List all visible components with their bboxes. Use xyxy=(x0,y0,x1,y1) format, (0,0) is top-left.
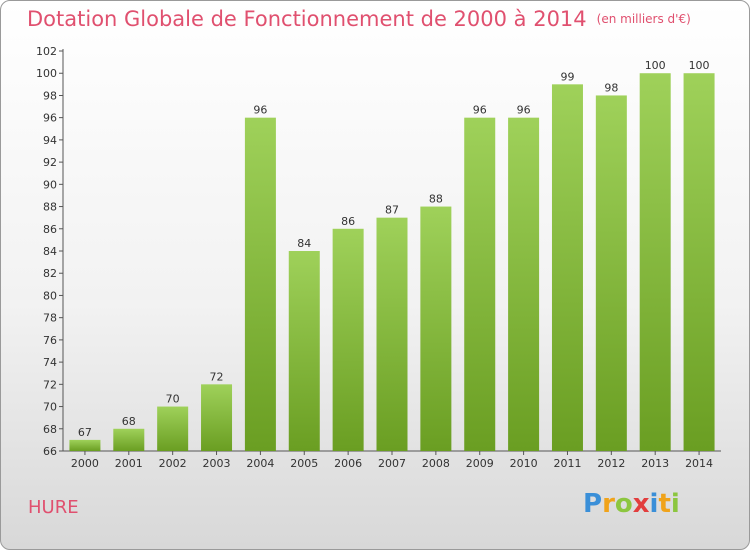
x-tick-label: 2000 xyxy=(71,457,99,470)
bar-value-label: 96 xyxy=(517,104,531,117)
x-tick-label: 2008 xyxy=(422,457,450,470)
x-tick-label: 2013 xyxy=(641,457,669,470)
y-tick-label: 74 xyxy=(43,356,57,369)
y-tick-label: 94 xyxy=(43,134,57,147)
bar xyxy=(420,206,452,451)
y-tick-label: 80 xyxy=(43,289,57,302)
y-tick-label: 78 xyxy=(43,312,57,325)
bar-value-label: 88 xyxy=(429,193,443,206)
chart-title-text: Dotation Globale de Fonctionnement de 20… xyxy=(27,7,587,31)
bar xyxy=(201,384,233,451)
chart-unit: (en milliers d'€) xyxy=(596,12,691,26)
bar-value-label: 84 xyxy=(297,237,311,250)
bar-value-label: 87 xyxy=(385,204,399,217)
bar xyxy=(508,117,540,452)
proxiti-logo: Proxiti xyxy=(583,489,680,519)
y-tick-label: 84 xyxy=(43,245,57,258)
x-tick-label: 2001 xyxy=(115,457,143,470)
bar xyxy=(332,228,364,451)
x-tick-label: 2005 xyxy=(290,457,318,470)
bar-value-label: 96 xyxy=(253,104,267,117)
bar-value-label: 100 xyxy=(689,59,710,72)
y-tick-label: 76 xyxy=(43,334,57,347)
bar-value-label: 68 xyxy=(122,415,136,428)
y-tick-label: 90 xyxy=(43,178,57,191)
bar xyxy=(595,95,627,451)
bar-value-label: 98 xyxy=(604,81,618,94)
bar-value-label: 70 xyxy=(166,393,180,406)
bar-value-label: 67 xyxy=(78,426,92,439)
y-tick-label: 98 xyxy=(43,89,57,102)
x-tick-label: 2009 xyxy=(466,457,494,470)
bar-value-label: 99 xyxy=(560,70,574,83)
bar xyxy=(288,251,320,451)
x-tick-label: 2003 xyxy=(203,457,231,470)
x-tick-label: 2012 xyxy=(597,457,625,470)
bar-value-label: 86 xyxy=(341,215,355,228)
bar xyxy=(157,406,189,451)
y-tick-label: 72 xyxy=(43,378,57,391)
x-tick-label: 2010 xyxy=(510,457,538,470)
place-name: HURE xyxy=(28,497,79,518)
x-tick-label: 2007 xyxy=(378,457,406,470)
bar xyxy=(113,428,145,451)
x-tick-label: 2002 xyxy=(159,457,187,470)
bar xyxy=(551,84,583,451)
chart-title: Dotation Globale de Fonctionnement de 20… xyxy=(27,7,691,31)
x-tick-label: 2014 xyxy=(685,457,713,470)
y-tick-label: 88 xyxy=(43,201,57,214)
bar xyxy=(376,217,408,451)
y-tick-label: 100 xyxy=(36,67,57,80)
x-tick-label: 2011 xyxy=(553,457,581,470)
bar xyxy=(244,117,276,452)
y-tick-label: 70 xyxy=(43,401,57,414)
y-tick-label: 82 xyxy=(43,267,57,280)
bar-value-label: 96 xyxy=(473,104,487,117)
bar-value-label: 100 xyxy=(645,59,666,72)
bar-value-label: 72 xyxy=(210,370,224,383)
x-tick-label: 2006 xyxy=(334,457,362,470)
y-tick-label: 102 xyxy=(36,45,57,58)
y-tick-label: 66 xyxy=(43,445,57,458)
y-tick-label: 68 xyxy=(43,423,57,436)
bar xyxy=(683,73,715,451)
y-tick-label: 92 xyxy=(43,156,57,169)
axes: 66 68 70 72 74 76 78 80 82 84 86 88 90 92 94 96 98 100 102… xyxy=(36,45,721,470)
bar xyxy=(69,439,101,451)
x-tick-label: 2004 xyxy=(246,457,274,470)
y-tick-label: 96 xyxy=(43,112,57,125)
bars: 67 68 70 72 96 84 86 87 88 96 96 99 98 100 100 xyxy=(69,59,715,452)
y-tick-label: 86 xyxy=(43,223,57,236)
bar xyxy=(639,73,671,451)
bar xyxy=(464,117,496,452)
